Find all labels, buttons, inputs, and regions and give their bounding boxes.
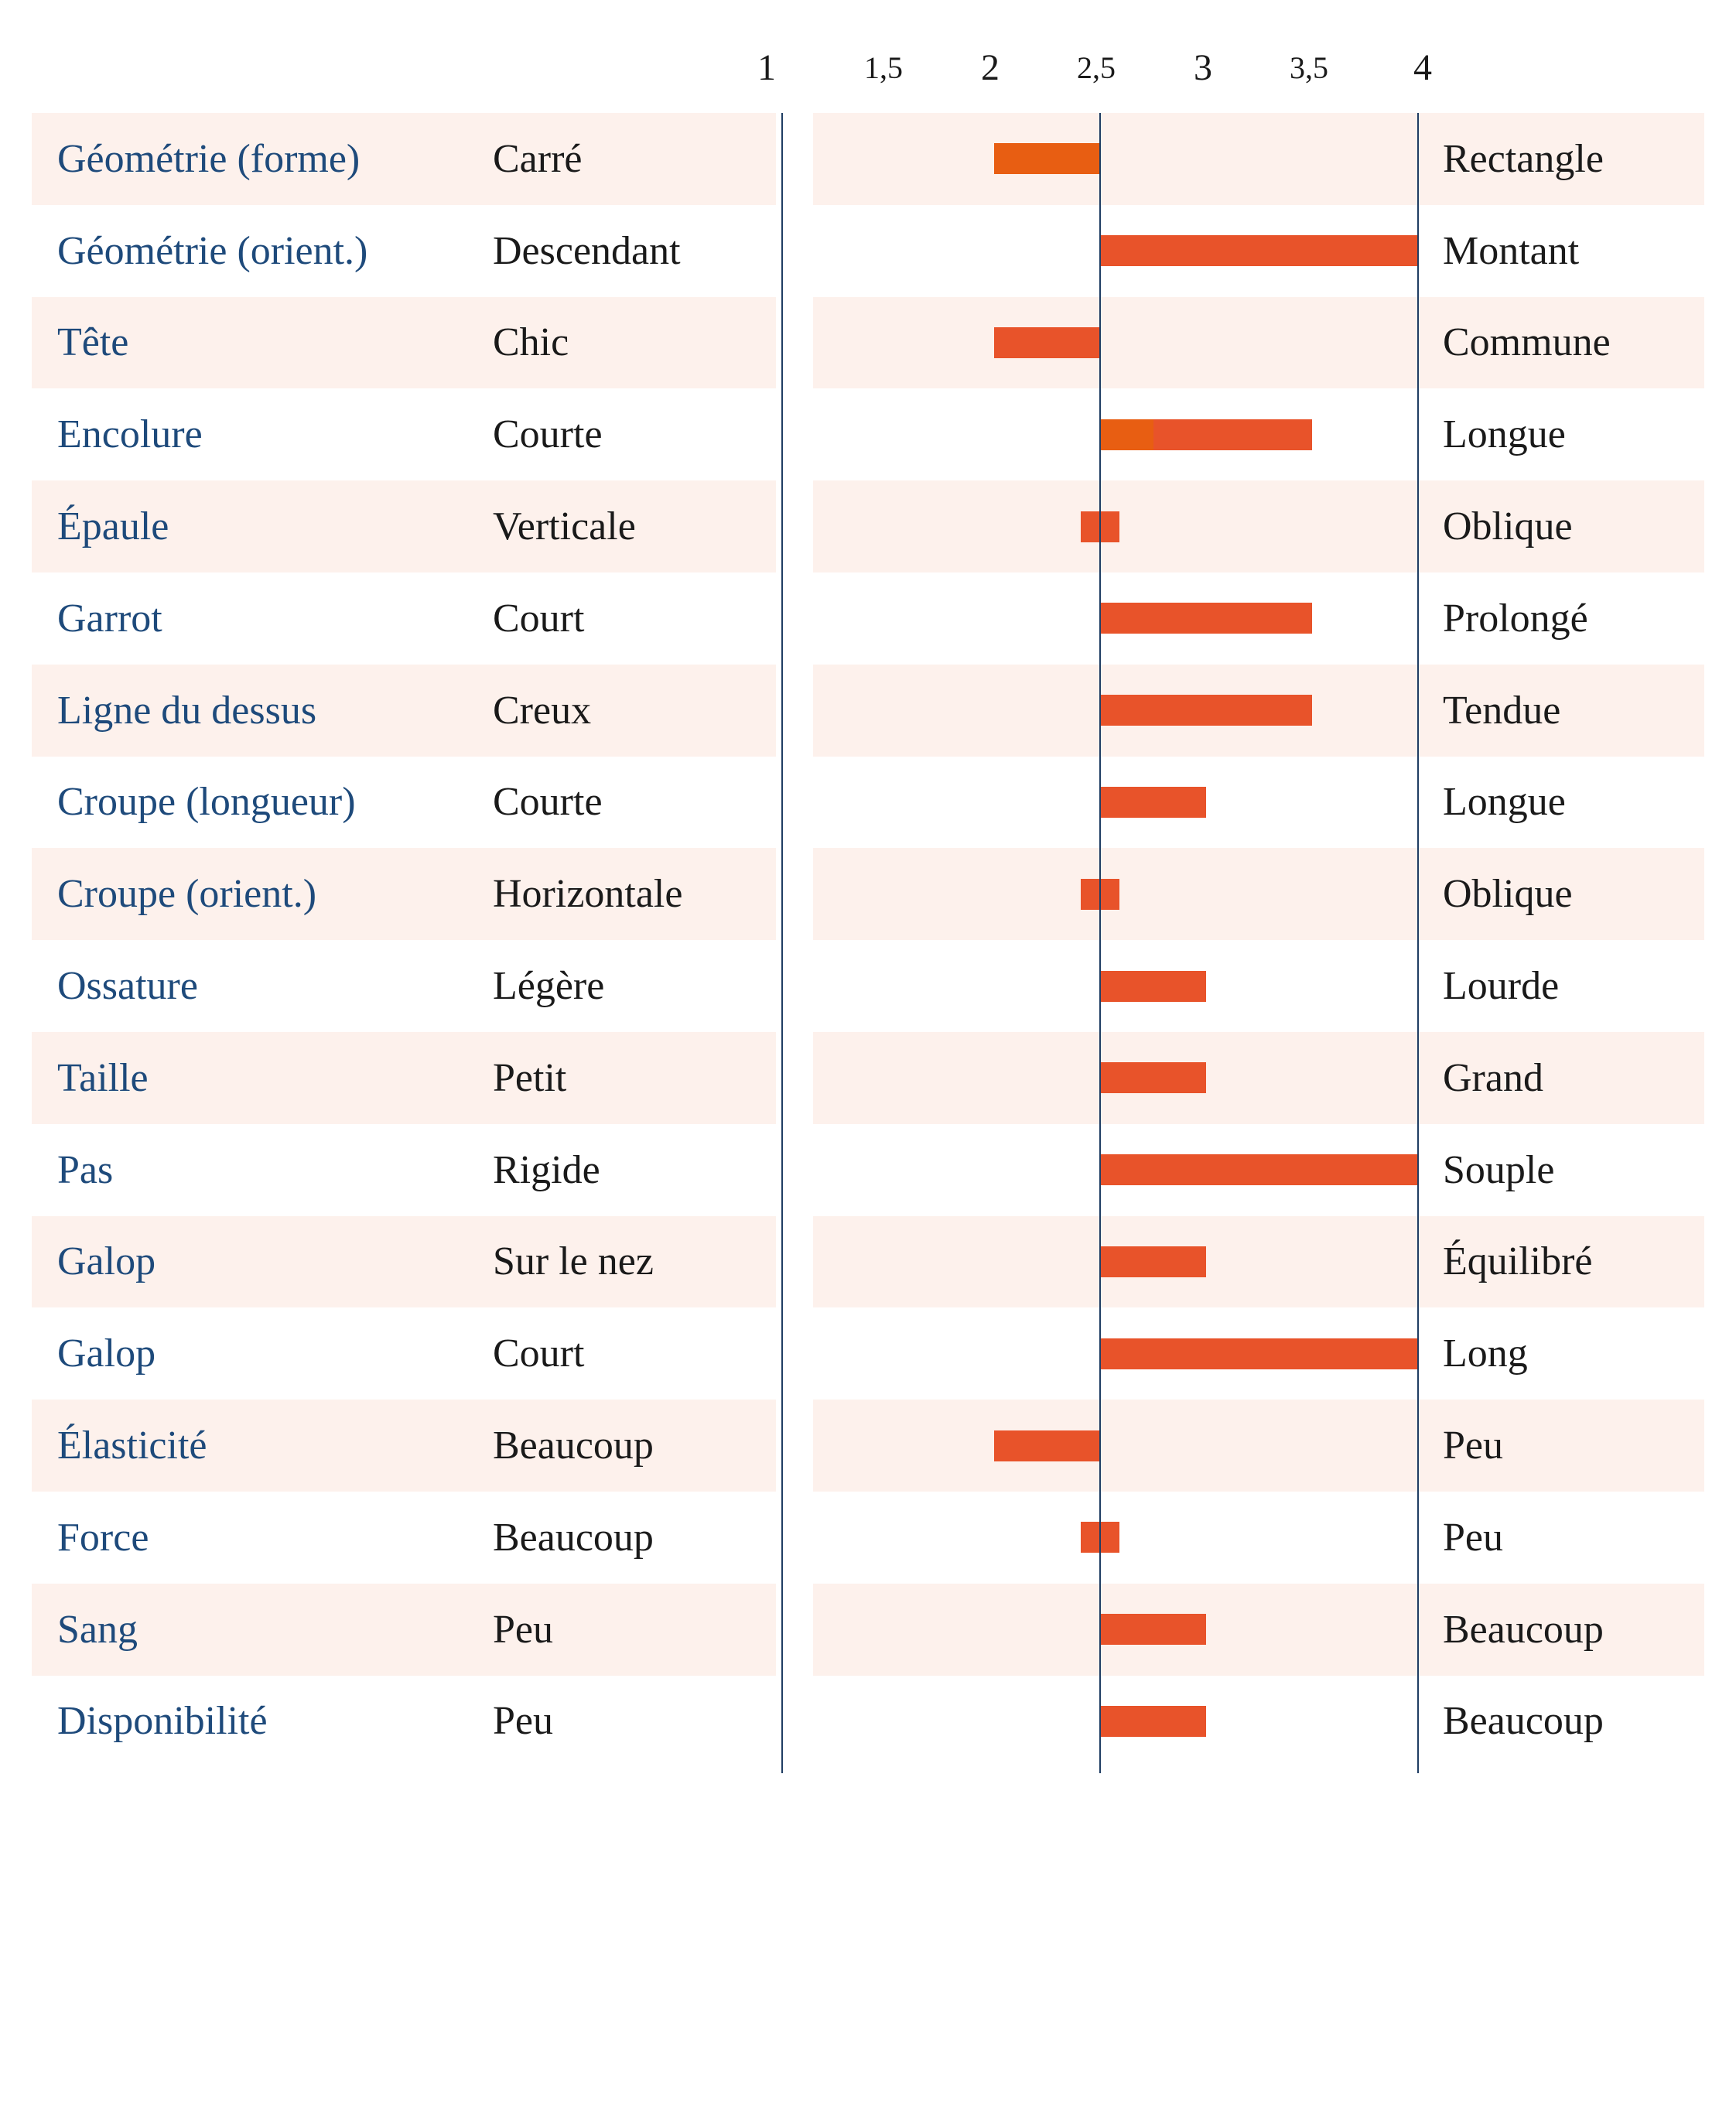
x-tick-label: 1,5 xyxy=(864,50,903,85)
high-pole-label: Équilibré xyxy=(1443,1239,1593,1284)
low-pole-label: Court xyxy=(493,596,585,641)
trait-row: Tête Chic Commune xyxy=(32,296,1704,389)
high-pole-label: Montant xyxy=(1443,228,1580,273)
category-label: Élasticité xyxy=(57,1424,207,1468)
category-label: Garrot xyxy=(57,596,162,641)
low-pole-label: Légère xyxy=(493,964,605,1009)
low-pole-label: Beaucoup xyxy=(493,1515,654,1560)
trait-row: Épaule Verticale Oblique xyxy=(32,480,1704,572)
trait-row: Sang Peu Beaucoup xyxy=(32,1583,1704,1676)
high-pole-label: Lourde xyxy=(1443,964,1560,1009)
bar xyxy=(994,143,1100,175)
high-pole-label: Souple xyxy=(1443,1147,1555,1192)
bar xyxy=(1100,603,1312,634)
low-pole-label: Beaucoup xyxy=(493,1424,654,1468)
scale-bound-line xyxy=(781,113,783,1774)
trait-row: Ossature Légère Lourde xyxy=(32,940,1704,1032)
high-pole-label: Peu xyxy=(1443,1515,1503,1560)
category-label: Encolure xyxy=(57,412,203,457)
x-tick-label: 4 xyxy=(1413,47,1432,88)
high-pole-label: Commune xyxy=(1443,320,1611,365)
high-pole-label: Longue xyxy=(1443,780,1566,825)
trait-row: Géométrie (orient.) Descendant Montant xyxy=(32,205,1704,297)
low-pole-label: Carré xyxy=(493,136,583,181)
baseline-line xyxy=(1099,113,1101,1774)
trait-row: Croupe (longueur) Courte Longue xyxy=(32,757,1704,849)
bar xyxy=(1100,1246,1206,1277)
bar xyxy=(1100,235,1418,267)
high-pole-label: Grand xyxy=(1443,1055,1543,1100)
bar xyxy=(1100,1614,1206,1646)
category-label: Pas xyxy=(57,1147,114,1192)
trait-row: Galop Sur le nez Équilibré xyxy=(32,1215,1704,1308)
trait-row: Encolure Courte Longue xyxy=(32,388,1704,480)
trait-row: Disponibilité Peu Beaucoup xyxy=(32,1676,1704,1768)
bar-accent-segment xyxy=(1100,419,1153,450)
high-pole-label: Peu xyxy=(1443,1424,1503,1468)
bar xyxy=(994,1430,1100,1461)
bar xyxy=(1100,787,1206,818)
category-label: Ossature xyxy=(57,964,198,1009)
category-label: Galop xyxy=(57,1239,156,1284)
bar xyxy=(994,327,1100,358)
bar xyxy=(1100,1062,1206,1094)
trait-row: Force Beaucoup Peu xyxy=(32,1492,1704,1584)
low-pole-label: Creux xyxy=(493,688,592,733)
category-label: Ligne du dessus xyxy=(57,688,317,733)
high-pole-label: Oblique xyxy=(1443,872,1573,917)
low-pole-label: Sur le nez xyxy=(493,1239,654,1284)
high-pole-label: Beaucoup xyxy=(1443,1699,1604,1744)
low-pole-label: Courte xyxy=(493,780,603,825)
high-pole-label: Beaucoup xyxy=(1443,1607,1604,1652)
category-label: Force xyxy=(57,1515,149,1560)
bar xyxy=(1100,695,1312,726)
bar xyxy=(1100,1706,1206,1737)
trait-row: Pas Rigide Souple xyxy=(32,1124,1704,1216)
high-pole-label: Prolongé xyxy=(1443,596,1588,641)
high-pole-label: Tendue xyxy=(1443,688,1561,733)
scale-bound-line xyxy=(1417,113,1419,1774)
bar xyxy=(1100,1154,1418,1186)
high-pole-label: Oblique xyxy=(1443,504,1573,549)
x-tick-label: 1 xyxy=(757,47,776,88)
trait-row: Galop Court Long xyxy=(32,1307,1704,1400)
trait-row: Élasticité Beaucoup Peu xyxy=(32,1400,1704,1492)
category-label: Taille xyxy=(57,1055,149,1100)
category-label: Galop xyxy=(57,1331,156,1376)
x-tick-label: 3 xyxy=(1194,47,1212,88)
low-pole-label: Descendant xyxy=(493,228,681,273)
trait-row: Croupe (orient.) Horizontale Oblique xyxy=(32,848,1704,941)
bar xyxy=(1100,970,1206,1002)
trait-row: Géométrie (forme) Carré Rectangle xyxy=(32,113,1704,205)
low-pole-label: Horizontale xyxy=(493,872,683,917)
trait-row: Taille Petit Grand xyxy=(32,1032,1704,1124)
category-label: Croupe (orient.) xyxy=(57,872,317,917)
low-pole-label: Rigide xyxy=(493,1147,600,1192)
low-pole-label: Petit xyxy=(493,1055,567,1100)
low-pole-label: Court xyxy=(493,1331,585,1376)
low-pole-label: Peu xyxy=(493,1699,553,1744)
x-tick-label: 3,5 xyxy=(1290,50,1328,85)
category-label: Tête xyxy=(57,320,129,365)
bar xyxy=(1100,1338,1418,1369)
low-pole-label: Courte xyxy=(493,412,603,457)
category-label: Sang xyxy=(57,1607,138,1652)
high-pole-label: Long xyxy=(1443,1331,1528,1376)
category-label: Épaule xyxy=(57,504,169,549)
low-pole-label: Peu xyxy=(493,1607,553,1652)
low-pole-label: Verticale xyxy=(493,504,636,549)
trait-row: Garrot Court Prolongé xyxy=(32,572,1704,665)
high-pole-label: Rectangle xyxy=(1443,136,1604,181)
category-label: Disponibilité xyxy=(57,1699,268,1744)
x-tick-label: 2 xyxy=(981,47,1000,88)
high-pole-label: Longue xyxy=(1443,412,1566,457)
low-pole-label: Chic xyxy=(493,320,569,365)
x-tick-label: 2,5 xyxy=(1077,50,1116,85)
category-label: Géométrie (orient.) xyxy=(57,228,368,273)
category-label: Croupe (longueur) xyxy=(57,780,356,825)
category-label: Géométrie (forme) xyxy=(57,136,361,181)
trait-row: Ligne du dessus Creux Tendue xyxy=(32,664,1704,757)
